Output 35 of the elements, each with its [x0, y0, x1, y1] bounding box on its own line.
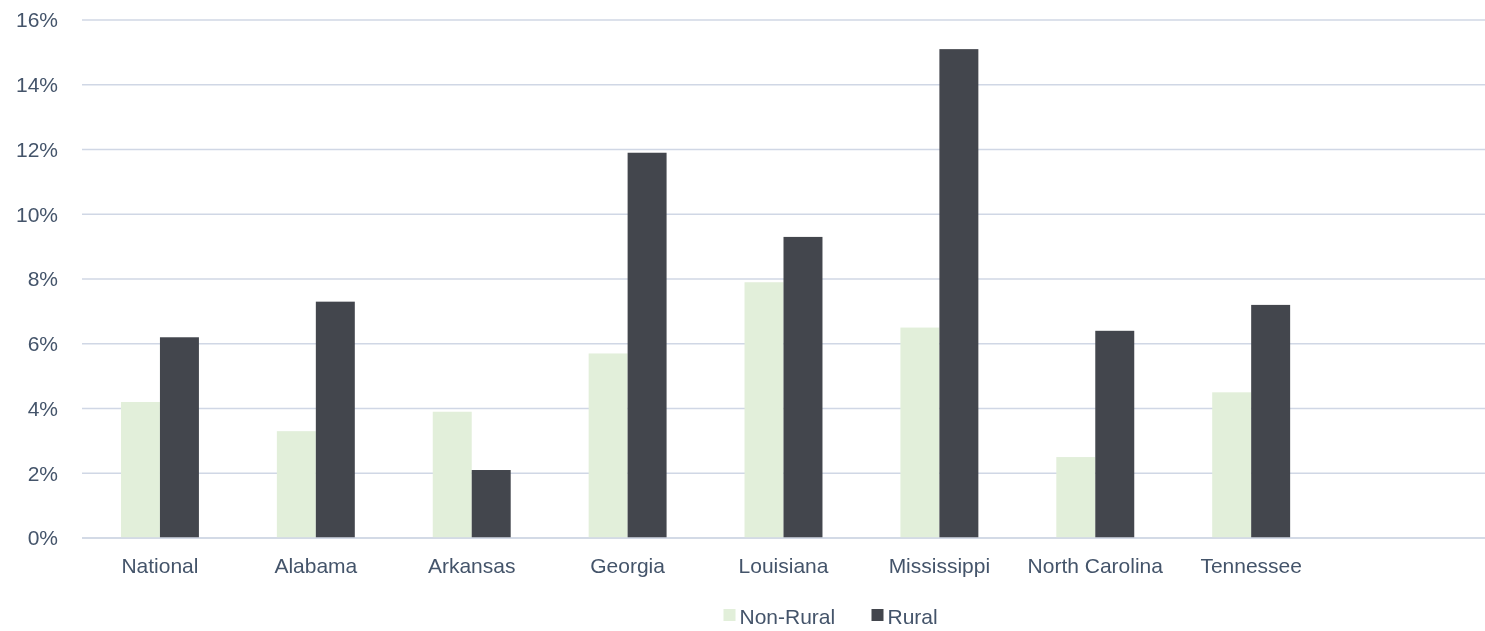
- y-tick-label: 0%: [27, 526, 58, 550]
- bar: [1095, 330, 1135, 538]
- bar: [783, 236, 823, 538]
- x-tick-label: National: [121, 554, 199, 577]
- bar: [1212, 392, 1252, 538]
- legend-label: Non-Rural: [739, 605, 836, 629]
- x-tick-label: Alabama: [274, 554, 358, 577]
- bar: [276, 431, 316, 538]
- y-tick-label: 6%: [27, 332, 58, 356]
- x-tick-label: Tennessee: [1200, 554, 1302, 577]
- y-tick-label: 14%: [15, 73, 58, 97]
- y-tick-label: 4%: [27, 396, 58, 420]
- y-tick-label: 2%: [27, 461, 58, 485]
- bar: [900, 327, 940, 538]
- y-tick-label: 10%: [15, 202, 58, 226]
- x-tick-label: Mississippi: [888, 554, 991, 577]
- bar: [627, 152, 667, 538]
- bar: [744, 282, 784, 538]
- bar: [432, 411, 472, 538]
- x-tick-label: Georgia: [590, 554, 666, 577]
- x-tick-label: North Carolina: [1027, 554, 1164, 577]
- bar: [1056, 457, 1096, 538]
- x-tick-label: Arkansas: [427, 554, 516, 577]
- y-tick-label: 16%: [15, 8, 58, 32]
- x-tick-label: Louisiana: [738, 554, 829, 577]
- y-tick-label: 12%: [15, 137, 58, 161]
- legend-label: Rural: [887, 605, 938, 629]
- bar: [159, 337, 199, 538]
- bar: [939, 49, 979, 538]
- bar: [120, 402, 160, 538]
- bar: [588, 353, 628, 538]
- bar: [315, 301, 355, 538]
- y-tick-label: 8%: [27, 267, 58, 291]
- bar: [471, 470, 511, 538]
- bar: [1251, 304, 1291, 538]
